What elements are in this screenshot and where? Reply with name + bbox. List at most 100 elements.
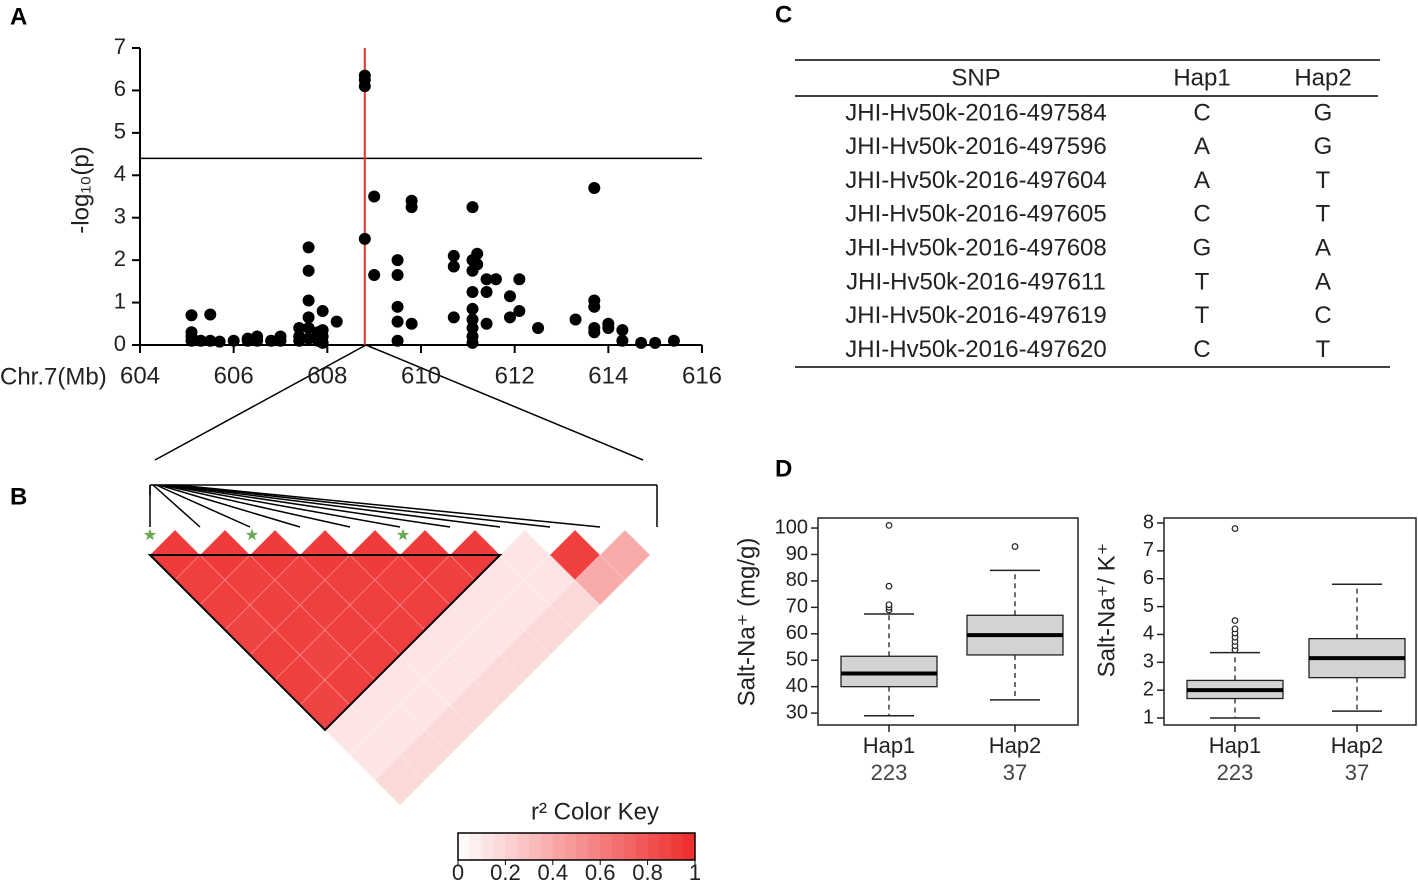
point xyxy=(213,335,226,348)
point xyxy=(185,309,198,322)
table-cell: A xyxy=(1194,167,1210,194)
color-key-swatch xyxy=(517,833,530,860)
point xyxy=(391,254,404,267)
table-cell: JHI-Hv50k-2016-497619 xyxy=(845,302,1106,329)
table-cell: G xyxy=(1314,99,1333,126)
point xyxy=(513,305,526,318)
map-line xyxy=(155,484,251,528)
x-axis-label: Chr.7(Mb) xyxy=(0,363,107,390)
y-tick-label: 7 xyxy=(114,34,126,59)
color-key-frame xyxy=(457,832,696,861)
x-tick-label: 606 xyxy=(214,362,254,389)
color-key-swatch xyxy=(552,833,566,860)
color-key-tick-label: 0.6 xyxy=(585,860,616,881)
y-tick-label: 3 xyxy=(114,204,126,229)
color-key-swatch xyxy=(469,833,483,860)
point xyxy=(302,332,315,345)
snp-star xyxy=(396,528,410,541)
y-axis-label: -log₁₀(p) xyxy=(67,146,94,233)
color-key-swatch xyxy=(505,833,518,860)
color-key-swatch xyxy=(458,833,471,860)
ld-cell xyxy=(599,529,651,581)
color-key-swatch xyxy=(659,833,672,860)
point xyxy=(649,336,662,349)
zoom-line xyxy=(154,344,367,461)
y-axis-label: Salt-Na⁺ (mg/g) xyxy=(733,538,760,707)
y-tick-label: 4 xyxy=(1143,623,1154,645)
point xyxy=(293,334,306,347)
x-tick-label: Hap1 xyxy=(1209,733,1262,758)
table-cell: JHI-Hv50k-2016-497605 xyxy=(845,201,1106,228)
point xyxy=(503,311,516,324)
y-tick-label: 6 xyxy=(1143,567,1154,589)
point xyxy=(302,241,315,254)
point xyxy=(368,190,381,203)
color-key-swatch xyxy=(576,833,589,860)
outlier xyxy=(1231,525,1239,532)
table-cell: JHI-Hv50k-2016-497608 xyxy=(845,235,1106,262)
color-key-tick-label: 0 xyxy=(452,860,464,881)
map-line xyxy=(158,484,301,528)
n-label: 37 xyxy=(1345,760,1369,785)
table-cell: C xyxy=(1193,99,1210,126)
outlier xyxy=(1011,543,1019,550)
point xyxy=(480,273,493,286)
y-tick-label: 8 xyxy=(1143,511,1154,533)
y-tick-label: 2 xyxy=(114,246,126,271)
map-line xyxy=(170,484,501,528)
map-line xyxy=(176,484,601,528)
point xyxy=(185,334,198,347)
n-label: 37 xyxy=(1003,760,1027,785)
point xyxy=(532,322,545,335)
table-cell: T xyxy=(1316,167,1331,194)
table-cell: T xyxy=(1195,302,1210,329)
point xyxy=(316,336,329,349)
point xyxy=(241,332,254,345)
color-key-swatch xyxy=(540,833,554,860)
point xyxy=(471,258,484,271)
point xyxy=(569,313,582,326)
point xyxy=(466,336,479,349)
color-key-tick-label: 1 xyxy=(689,860,701,881)
y-tick-label: 5 xyxy=(114,119,126,144)
point xyxy=(227,334,240,347)
y-tick-label: 7 xyxy=(1143,539,1154,561)
point xyxy=(391,334,404,347)
point xyxy=(302,264,315,277)
plot-frame xyxy=(1163,517,1417,726)
outlier xyxy=(1231,625,1239,633)
panel-label: B xyxy=(10,483,27,510)
panel-label: D xyxy=(775,455,792,482)
plot-frame xyxy=(817,517,1079,726)
y-tick-label: 2 xyxy=(1143,678,1154,700)
map-line xyxy=(173,484,551,528)
color-key-swatch xyxy=(564,833,577,860)
point xyxy=(447,249,460,262)
point xyxy=(368,268,381,281)
x-tick-label: 612 xyxy=(495,362,535,389)
y-tick-label: 5 xyxy=(1143,595,1154,617)
point xyxy=(588,326,601,339)
color-key-swatch xyxy=(529,833,542,860)
table-cell: JHI-Hv50k-2016-497596 xyxy=(845,133,1106,160)
map-line xyxy=(152,484,201,528)
point xyxy=(466,322,479,335)
point xyxy=(489,273,502,286)
color-key-tick-label: 0.8 xyxy=(632,860,663,881)
point xyxy=(447,311,460,324)
y-tick-label: 1 xyxy=(1143,706,1154,728)
table-header: SNP xyxy=(951,64,1000,91)
point xyxy=(204,308,217,321)
point xyxy=(588,182,601,195)
color-key-swatch xyxy=(671,833,684,860)
point xyxy=(204,334,217,347)
panel-label: C xyxy=(775,1,792,28)
point xyxy=(330,315,343,328)
color-key-swatch xyxy=(600,833,613,860)
y-tick-label: 4 xyxy=(114,161,126,186)
y-tick-label: 80 xyxy=(786,569,808,591)
snp-star xyxy=(143,528,157,541)
point xyxy=(391,315,404,328)
point xyxy=(194,334,207,347)
